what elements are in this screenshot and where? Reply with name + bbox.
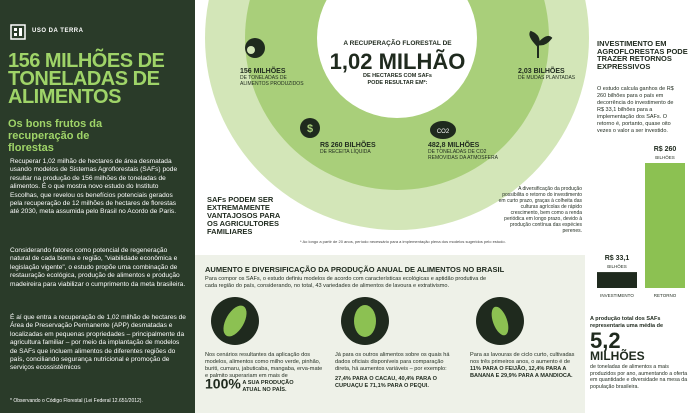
section-icon bbox=[10, 24, 26, 40]
summary-intro: A produção total dos SAFs representaria … bbox=[590, 316, 664, 329]
bar bbox=[597, 272, 637, 288]
recovery-headline: 1,02 MILHÃO bbox=[329, 49, 466, 74]
stat-text: DE MUDAS PLANTADAS bbox=[518, 75, 576, 81]
money-icon bbox=[300, 118, 320, 138]
column-tail: A SUA PRODUÇÃO ATUAL NO PAÍS. bbox=[242, 380, 294, 393]
section-intro: Para compor os SAFs, o estudo definiu mo… bbox=[205, 276, 487, 289]
main-title: 156 MILHÕES DE TONELADAS DE ALIMENTOS bbox=[8, 50, 165, 108]
stat: 2,03 BILHÕES DE MUDAS PLANTADAS bbox=[518, 68, 578, 81]
footnote: * Ao longo a partir de 20 anos, período … bbox=[300, 239, 506, 244]
production-column: Nos cenários resultantes da aplicação do… bbox=[205, 352, 323, 394]
stat: R$ 260 BILHÕES DE RECEITA LÍQUIDA bbox=[320, 142, 390, 155]
stat-value: R$ 260 BILHÕES bbox=[320, 142, 376, 149]
column-text: Para as lavouras de ciclo curto, cultiva… bbox=[470, 352, 575, 365]
section-heading: AUMENTO E DIVERSIFICAÇÃO DA PRODUÇÃO ANU… bbox=[205, 265, 505, 274]
summary-text: de toneladas de alimentos a mais produzi… bbox=[590, 364, 688, 390]
co2-label: CO2 bbox=[437, 129, 450, 135]
column-tail: 27,4% PARA O CACAU, 40,4% PARA O CUPUAÇU… bbox=[335, 376, 437, 389]
investment-text: O estudo calcula ganhos de R$ 260 bilhõe… bbox=[597, 86, 674, 134]
investment-heading: INVESTIMENTO EM AGROFLORESTAS PODE TRAZE… bbox=[597, 39, 688, 71]
stat-value: 482,8 MILHÕES bbox=[428, 142, 480, 149]
bar-unit: BILHÕES bbox=[607, 263, 627, 269]
bar-category: RETORNO bbox=[654, 293, 677, 298]
bar-unit: BILHÕES bbox=[655, 154, 675, 160]
cloud-icon bbox=[430, 121, 456, 139]
circle-graphic: $ CO2 bbox=[205, 0, 589, 230]
callout: SAFs PODEM SER EXTREMAMENTE VANTAJOSOS P… bbox=[207, 195, 281, 236]
bar-label: R$ 33,1 bbox=[605, 255, 630, 262]
footnote: * Observando o Código Florestal (Lei Fed… bbox=[10, 398, 143, 404]
stat-text: DE TONELADAS DE CO2 REMOVIDAS DA ATMOSFE… bbox=[428, 149, 498, 161]
inner-circle bbox=[317, 0, 477, 118]
bar bbox=[645, 163, 685, 288]
subtitle: Os bons frutos da recuperação de florest… bbox=[8, 118, 103, 154]
column-highlight: 100% bbox=[205, 375, 241, 392]
summary-value: 5,2 bbox=[590, 328, 621, 353]
left-panel: USO DA TERRA 156 MILHÕES DE TONELADAS DE… bbox=[0, 0, 195, 413]
paragraph: É aí que entra a recuperação de 1,02 mil… bbox=[10, 314, 186, 372]
column-text: Nos cenários resultantes da aplicação do… bbox=[205, 352, 323, 379]
paragraph: Recuperar 1,02 milhão de hectares de áre… bbox=[10, 158, 178, 216]
section-tag: USO DA TERRA bbox=[32, 28, 84, 34]
bar-category: INVESTIMENTO bbox=[600, 293, 634, 298]
column-text: Já para os outros alimentos sobre os qua… bbox=[335, 352, 450, 372]
production-column: Para as lavouras de ciclo curto, cultiva… bbox=[470, 352, 578, 380]
stat-value: 156 MILHÕES bbox=[240, 68, 286, 75]
money-symbol: $ bbox=[307, 123, 313, 135]
stat: 482,8 MILHÕES DE TONELADAS DE CO2 REMOVI… bbox=[428, 142, 506, 161]
summary-unit: MILHÕES bbox=[590, 349, 645, 363]
recovery-outro: DE HECTARES COM SAFs PODE RESULTAR EM*: bbox=[363, 73, 432, 86]
paragraph: Considerando fatores como potencial de r… bbox=[10, 247, 186, 288]
seedling-icon bbox=[529, 30, 553, 58]
recovery-intro: A RECUPERAÇÃO FLORESTAL DE bbox=[343, 40, 452, 47]
column-tail: 11% PARA O FEIJÃO, 12,4% PARA A BANANA E… bbox=[470, 366, 573, 379]
food-icon bbox=[245, 38, 265, 58]
stat-value: 2,03 BILHÕES bbox=[518, 68, 565, 75]
stat-text: DE RECEITA LÍQUIDA bbox=[320, 149, 371, 155]
production-column: Já para os outros alimentos sobre os qua… bbox=[335, 352, 453, 390]
note: A diversificação da produção possibilita… bbox=[498, 186, 582, 234]
stat-text: DE TONELADAS DE ALIMENTOS PRODUZIDOS bbox=[240, 75, 304, 87]
bar-label: R$ 260 bbox=[654, 146, 677, 153]
stat: 156 MILHÕES DE TONELADAS DE ALIMENTOS PR… bbox=[240, 68, 310, 87]
production-section: AUMENTO E DIVERSIFICAÇÃO DA PRODUÇÃO ANU… bbox=[195, 255, 585, 413]
food-icons bbox=[211, 297, 524, 345]
